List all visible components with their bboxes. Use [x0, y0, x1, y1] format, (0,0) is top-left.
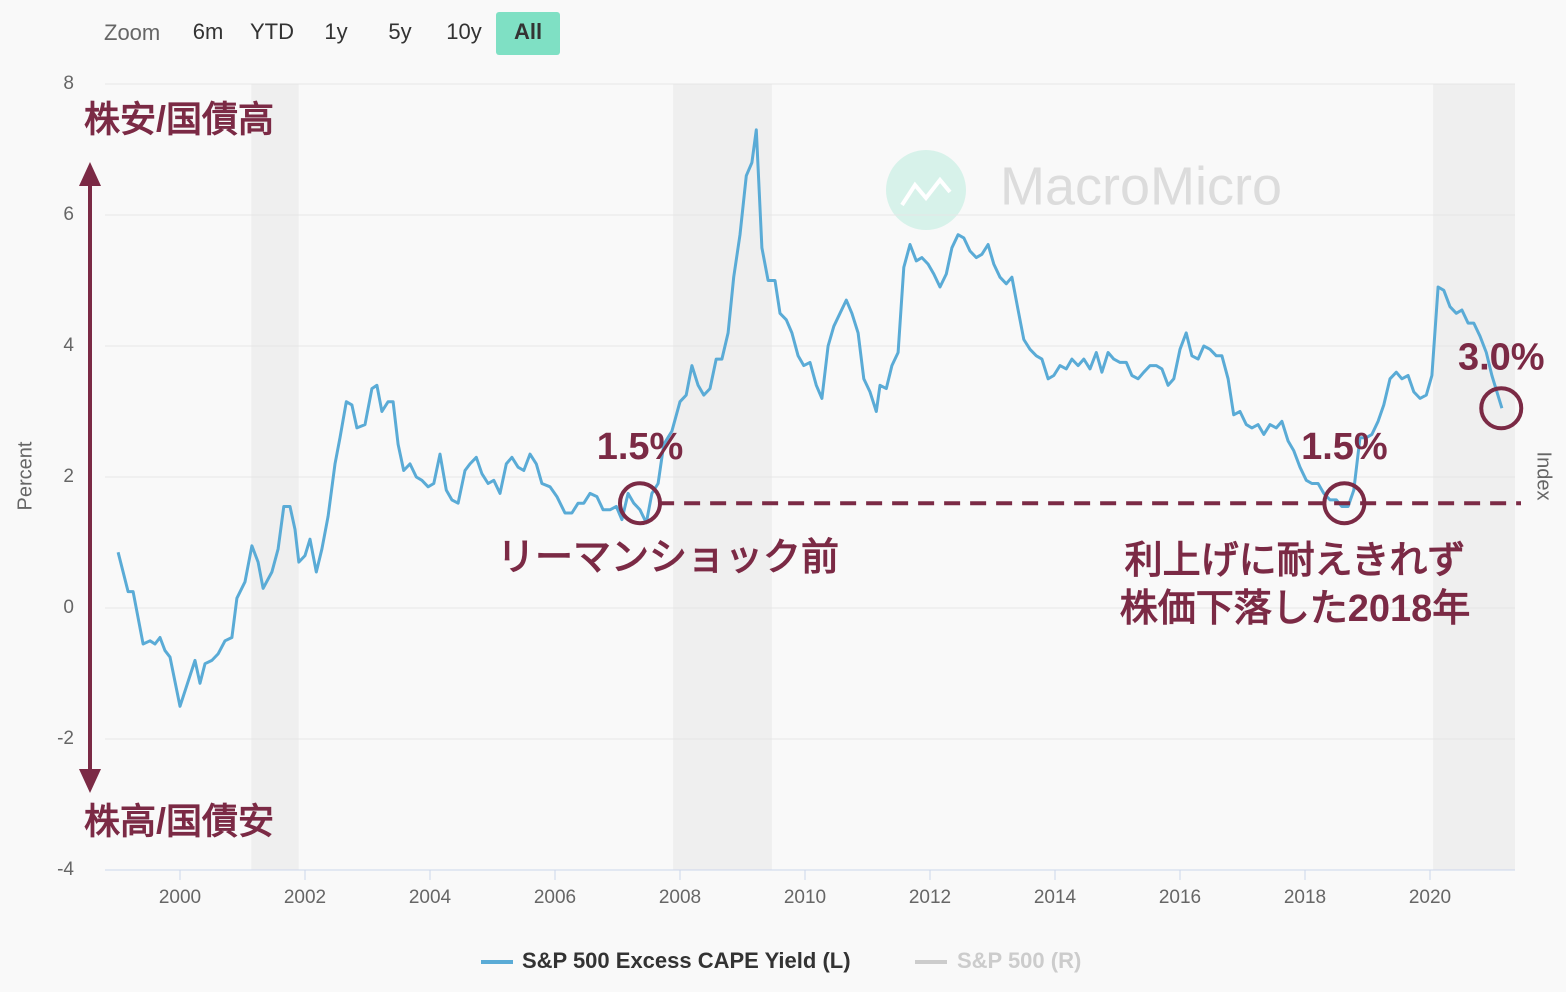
arrow-head	[79, 769, 101, 793]
y-tick-label: 6	[63, 204, 74, 225]
x-tick-label: 2004	[409, 887, 452, 908]
marker-label: 3.0%	[1458, 336, 1545, 378]
y-tick-label: 2	[63, 466, 74, 487]
zoom-button[interactable]: 6m	[193, 19, 224, 44]
x-tick-label: 2012	[909, 887, 951, 908]
legend-label[interactable]: S&P 500 Excess CAPE Yield (L)	[522, 948, 851, 973]
zoom-label: Zoom	[104, 20, 160, 45]
annotation-text: 利上げに耐えきれず	[1125, 540, 1466, 582]
x-tick-label: 2014	[1034, 887, 1077, 908]
y-tick-label: 0	[63, 597, 74, 618]
legend-label[interactable]: S&P 500 (R)	[957, 948, 1081, 973]
y-tick-label: 4	[63, 335, 74, 356]
watermark-logo	[886, 150, 966, 230]
x-tick-label: 2002	[284, 887, 326, 908]
marker-circle	[1479, 386, 1524, 431]
arrow-head	[79, 162, 101, 186]
zoom-button-bg	[496, 12, 560, 55]
annotation-text: 株価下落した2018年	[1120, 588, 1471, 630]
zoom-button[interactable]: 10y	[446, 19, 481, 44]
zoom-button[interactable]: YTD	[250, 19, 294, 44]
marker-label: 1.5%	[1301, 426, 1388, 468]
marker-label: 1.5%	[597, 426, 684, 468]
x-tick-label: 2018	[1284, 887, 1326, 908]
side-label: 株高/国債安	[84, 801, 274, 842]
marker-circle	[618, 481, 662, 526]
annotation-text: リーマンショック前	[497, 537, 839, 579]
x-tick-label: 2008	[659, 887, 701, 908]
x-tick-label: 2016	[1159, 887, 1201, 908]
zoom-button[interactable]: 5y	[388, 19, 411, 44]
watermark: MacroMicro	[1000, 156, 1282, 216]
data-line	[116, 128, 1504, 708]
y-axis-title: Percent	[14, 441, 36, 510]
x-tick-label: 2006	[534, 887, 576, 908]
zoom-button[interactable]: 1y	[324, 19, 347, 44]
watermark-icon	[900, 176, 952, 207]
y-tick-label: -4	[57, 859, 74, 880]
x-tick-label: 2000	[159, 887, 201, 908]
zoom-button[interactable]: All	[514, 19, 542, 44]
y-tick-label: 8	[63, 73, 74, 94]
side-label: 株安/国債高	[84, 99, 274, 140]
x-tick-label: 2020	[1409, 887, 1451, 908]
y2-axis-title: Index	[1533, 452, 1555, 501]
x-tick-label: 2010	[784, 887, 826, 908]
marker-circle	[1322, 481, 1367, 526]
y-tick-label: -2	[57, 728, 74, 749]
